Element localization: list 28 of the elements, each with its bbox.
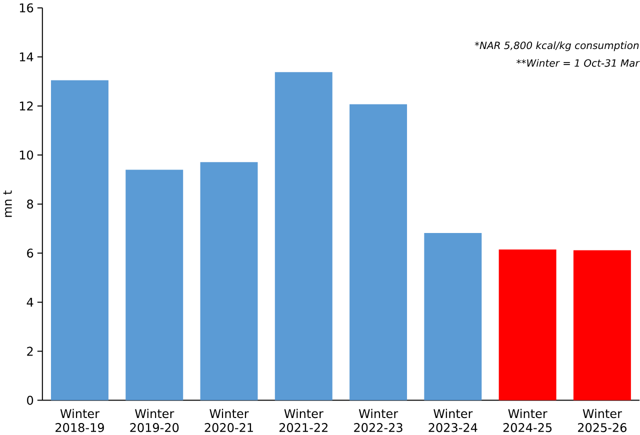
x-tick-label: Winter 2024-25 (503, 408, 552, 432)
y-tick-label: 8 (27, 199, 34, 208)
bar (498, 249, 556, 400)
annotation: *NAR 5,800 kcal/kg consumption (474, 41, 639, 51)
y-axis-title: mn t (3, 190, 12, 217)
bar (424, 232, 482, 400)
y-tick-label: 2 (27, 346, 33, 356)
bar (573, 250, 631, 400)
bar (50, 80, 108, 400)
y-tick-label: 4 (26, 298, 34, 306)
x-tick-label: Winter 2023-24 (428, 408, 478, 432)
bar (350, 104, 408, 400)
y-tick-label: 14 (20, 52, 34, 62)
x-tick-label: Winter 2025-26 (578, 408, 626, 432)
y-tick-label: 6 (27, 248, 34, 258)
x-tick-label: Winter 2022-23 (354, 408, 402, 432)
x-tick-label: Winter 2018-19 (56, 408, 104, 432)
x-tick-label: Winter 2019-20 (130, 408, 179, 432)
y-tick-label: 10 (20, 150, 34, 160)
y-tick-label: 0 (27, 396, 34, 405)
y-tick-label: 16 (20, 3, 34, 12)
x-tick-label: Winter 2021-22 (279, 408, 328, 432)
bar (274, 72, 332, 400)
x-tick-label: Winter 2020-21 (204, 408, 253, 432)
bar (200, 162, 258, 400)
y-tick-label: 12 (20, 101, 33, 110)
annotation: **Winter = 1 Oct-31 Mar (516, 58, 640, 67)
bar (126, 170, 184, 400)
